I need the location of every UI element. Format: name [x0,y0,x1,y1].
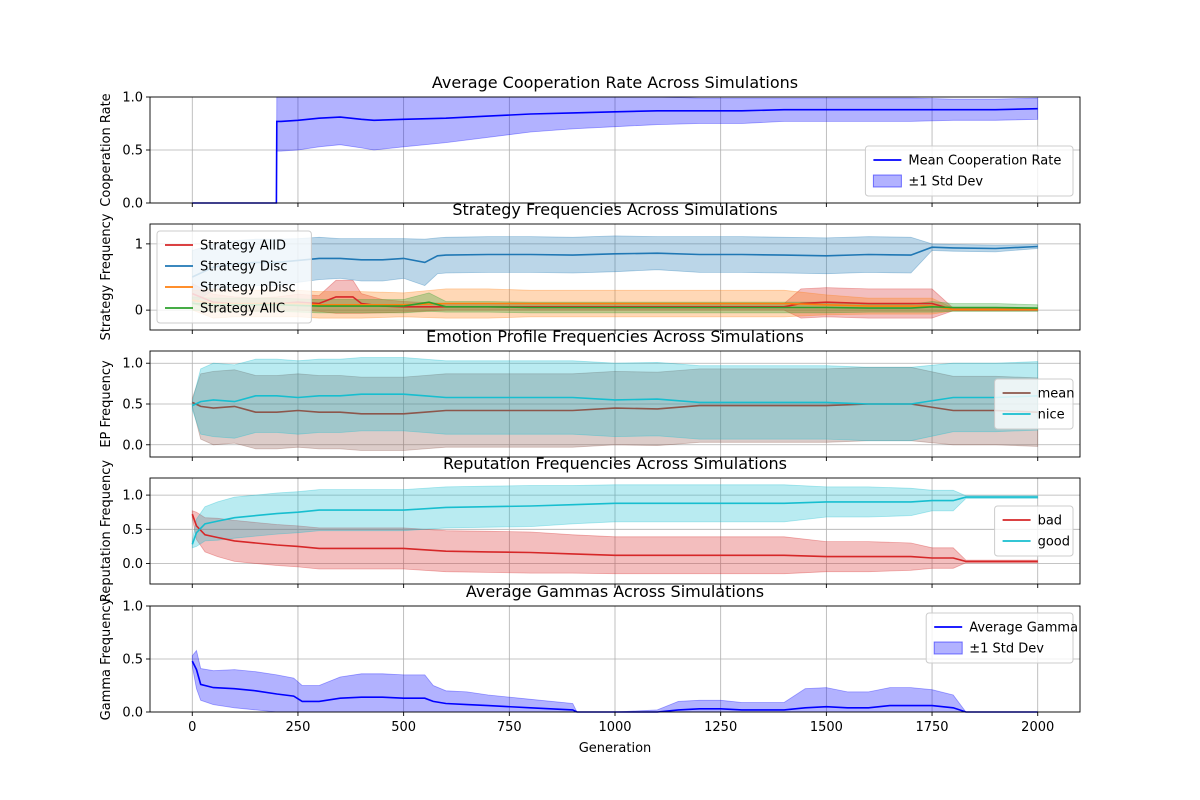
legend-label: Strategy Disc [200,260,287,275]
series-line-average-gamma [191,660,1038,713]
std-band-bad [191,510,1039,575]
chart-panel-1: 0 1 Strategy Frequencies Across Simulation… [99,200,1081,341]
y-tick-label: 1.0 [122,600,143,615]
y-tick-label: 0.5 [122,653,143,668]
legend-label: ±1 Std Dev [908,175,983,190]
series-line-nice [191,393,1038,407]
y-axis-label: Cooperation Rate [99,93,114,206]
y-tick-label: 0 [135,304,143,319]
legend-swatch-band [872,174,902,188]
y-axis-label: Reputation Frequency [99,460,114,603]
x-tick-label: 750 [497,720,522,735]
y-tick-label: 1.0 [122,91,143,106]
legend: Strategy AllD Strategy Disc Strategy pDisc… [156,230,312,324]
legend-label: Mean Cooperation Rate [908,154,1061,169]
legend-label: Strategy AllD [200,239,286,254]
legend-label: mean [1038,387,1075,402]
chart-title: Strategy Frequencies Across Simulations [452,200,777,219]
std-band-strategy-disc [191,235,1039,305]
series-line-good [191,496,1038,545]
legend-label: bad [1038,514,1062,529]
y-tick-label: 1.0 [122,489,143,504]
y-tick-label: 0.0 [122,706,143,721]
x-axis-label: Generation [579,741,652,756]
x-tick-label: 1750 [915,720,948,735]
chart-title: Average Cooperation Rate Across Simulati… [432,73,798,92]
legend-label: ±1 Std Dev [969,642,1044,657]
legend-label: Strategy pDisc [200,281,296,296]
y-tick-label: 0.0 [122,197,143,212]
legend: mean nice [994,378,1075,430]
y-tick-label: 1 [135,237,143,252]
legend-label: nice [1038,408,1065,423]
y-tick-label: 0.5 [122,144,143,159]
series-line-mean [191,401,1038,415]
std-band-good [191,484,1039,549]
legend-box [925,612,1074,664]
x-tick-label: 0 [188,720,196,735]
x-tick-label: 1000 [598,720,631,735]
x-tick-label: 250 [286,720,311,735]
legend-box [156,230,312,324]
legend: Average Gamma ±1 Std Dev [925,612,1078,664]
std-band-strategy-alld [191,279,1039,319]
chart-title: Emotion Profile Frequencies Across Simul… [426,327,804,346]
x-tick-label: 2000 [1021,720,1054,735]
y-tick-label: 1.0 [122,357,143,372]
chart-title: Reputation Frequencies Across Simulation… [443,454,787,473]
chart-panel-4: 0.0 0.5 1.0 0 250 500 750 1000 1250 1500 1750 2000 A… [99,582,1081,735]
legend-box [994,505,1074,557]
x-tick-label: 1500 [810,720,843,735]
series-line-bad [191,513,1038,563]
legend-label: good [1038,535,1070,550]
y-tick-label: 0.5 [122,523,143,538]
legend-box [994,378,1074,430]
y-axis-label: EP Frequency [99,360,114,448]
legend: bad good [994,505,1074,557]
legend-label: Strategy AllC [200,302,285,317]
x-tick-label: 1250 [704,720,737,735]
chart-panel-2: 0.0 0.5 1.0 Emotion Profile Frequencies Acr… [99,327,1081,461]
y-axis-label: Gamma Frequency [99,597,114,720]
chart-panel-0: 0.0 0.5 1.0 Average Cooperation Rate Across… [99,73,1081,212]
y-tick-label: 0.0 [122,438,143,453]
y-tick-label: 0.0 [122,557,143,572]
y-tick-label: 0.5 [122,398,143,413]
x-tick-label: 500 [391,720,416,735]
legend-label: Average Gamma [969,621,1078,636]
chart-title: Average Gammas Across Simulations [466,582,764,601]
legend-swatch-band [933,641,963,655]
legend: Mean Cooperation Rate ±1 Std Dev [864,145,1074,197]
y-axis-label: Strategy Frequency [99,213,114,340]
series-line-mean-cooperation-rate [192,107,1038,204]
legend-box [864,145,1074,197]
chart-panel-3: 0.0 0.5 1.0 Reputation Frequencies Across S… [99,454,1081,603]
